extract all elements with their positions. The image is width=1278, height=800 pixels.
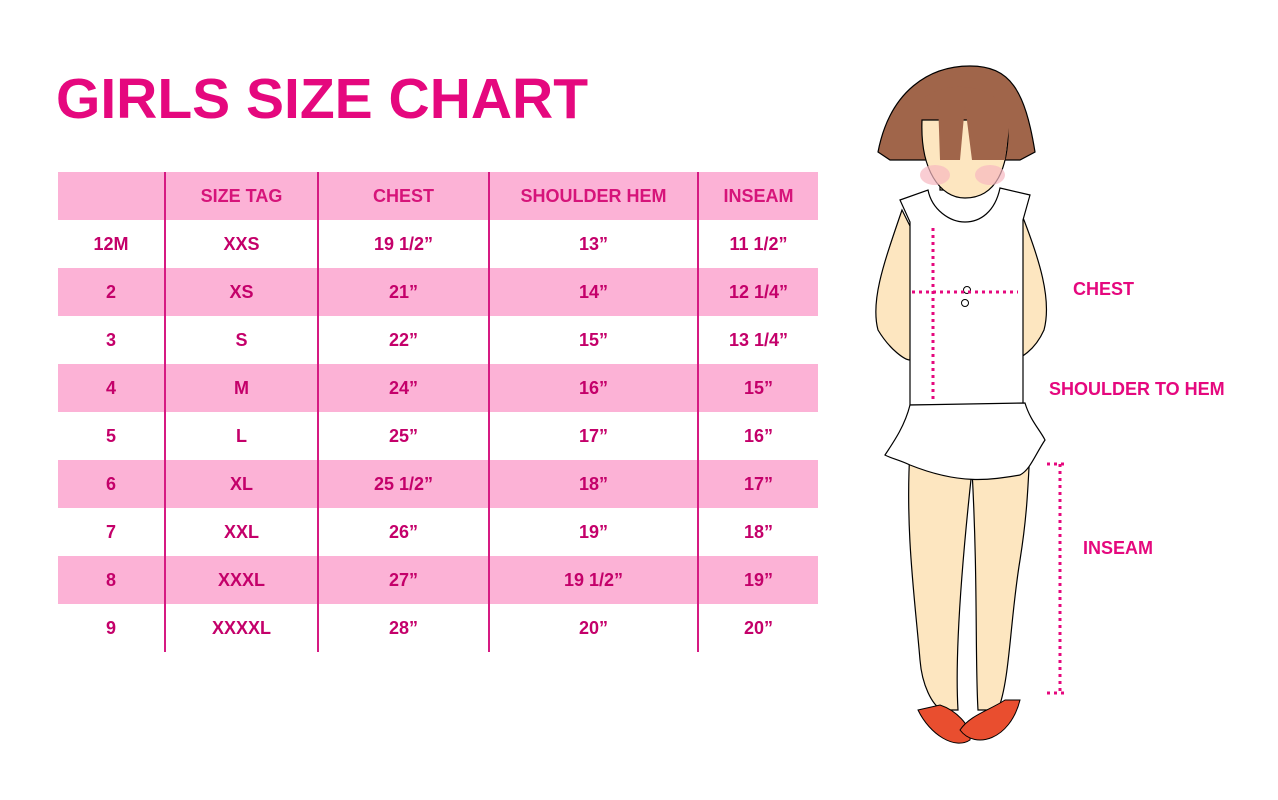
table-row: 6 XL 25 1/2” 18” 17” [58,460,818,508]
table-cell: 27” [317,556,489,604]
table-cell: 19” [488,508,698,556]
table-cell: 4 [105,377,116,398]
table-cell: XXXL [164,556,318,604]
table-cell: 13” [488,220,698,268]
inseam-label: INSEAM [1083,538,1154,558]
table-cell: 25 1/2” [317,460,489,508]
table-row: 3 S 22” 15” 13 1/4” [58,316,818,364]
table-cell: 28” [317,604,489,652]
table-cell: 17” [697,460,818,508]
table-cell: 22” [317,316,489,364]
table-cell: 19 1/2” [317,220,489,268]
table-cell: 24” [317,364,489,412]
chest-label: CHEST [1073,279,1135,299]
table-cell: 13 1/4” [697,316,818,364]
table-cell: XL [164,460,318,508]
table-cell: 14” [488,268,698,316]
table-cell: M [164,364,318,412]
table-cell: 5 [105,425,116,446]
size-table: SIZE TAG CHEST SHOULDER HEM INSEAM 12M XXS 19… [58,172,818,652]
table-row: 12M XXS 19 1/2” 13” 11 1/2” [58,220,818,268]
table-cell: L [164,412,318,460]
table-cell: 25” [317,412,489,460]
table-cell: 19” [697,556,818,604]
table-cell: 7 [105,521,116,542]
table-cell: 8 [105,569,116,590]
shoulder-to-hem-label: SHOULDER TO HEM [1049,379,1225,399]
page-title: GIRLS SIZE CHART [56,67,589,131]
table-row: 4 M 24” 16” 15” [58,364,818,412]
table-row: 5 L 25” 17” 16” [58,412,818,460]
table-header-row: SIZE TAG CHEST SHOULDER HEM INSEAM [58,172,818,220]
table-row: 9 XXXXL 28” 20” 20” [58,604,818,652]
table-cell: S [164,316,318,364]
table-cell: 3 [105,329,116,350]
table-cell: 18” [488,460,698,508]
table-cell: 19 1/2” [488,556,698,604]
table-cell: 17” [488,412,698,460]
girl-illustration [875,65,1068,744]
table-cell: 18” [697,508,818,556]
table-cell: 2 [105,281,116,302]
column-header: SIZE TAG [164,172,318,220]
table-cell: 9 [105,617,116,638]
table-cell: 15” [697,364,818,412]
table-cell: 26” [317,508,489,556]
table-cell: 6 [105,473,116,494]
table-cell: XS [164,268,318,316]
table-cell: 15” [488,316,698,364]
column-header: INSEAM [697,172,818,220]
table-cell: XXXXL [164,604,318,652]
table-cell: 12 1/4” [697,268,818,316]
column-header: SHOULDER HEM [488,172,698,220]
column-header: CHEST [317,172,489,220]
table-cell: 20” [488,604,698,652]
table-cell: 21” [317,268,489,316]
table-row: 8 XXXL 27” 19 1/2” 19” [58,556,818,604]
table-row: 7 XXL 26” 19” 18” [58,508,818,556]
table-cell: XXL [164,508,318,556]
table-cell: 11 1/2” [697,220,818,268]
table-cell: 12M [93,233,129,254]
table-cell: XXS [164,220,318,268]
table-cell: 16” [697,412,818,460]
column-header [58,172,165,220]
table-cell: 16” [488,364,698,412]
table-cell: 20” [697,604,818,652]
table-row: 2 XS 21” 14” 12 1/4” [58,268,818,316]
